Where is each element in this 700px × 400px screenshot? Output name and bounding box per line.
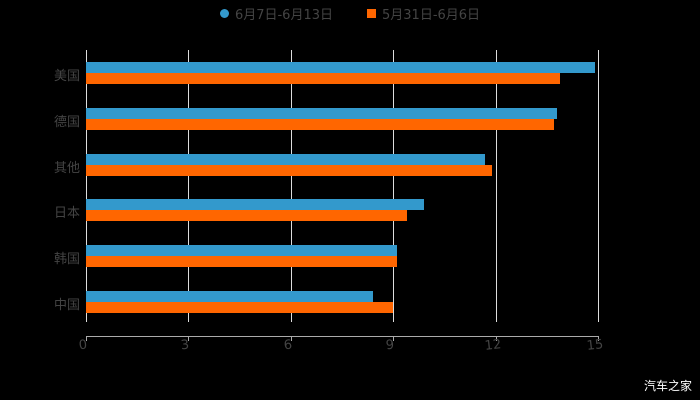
legend-item-series2[interactable]: 5月31日-6月6日: [367, 4, 481, 23]
category-label: 日本: [53, 206, 80, 222]
gridline: [188, 50, 189, 322]
x-tick-label: 15: [585, 337, 605, 354]
watermark: 汽车之家: [643, 379, 692, 393]
x-tick-label: 3: [180, 337, 190, 354]
legend-label-series2: 5月31日-6月6日: [382, 7, 481, 23]
category-label: 其他: [53, 160, 80, 176]
x-axis-line: [86, 336, 598, 337]
x-tick-label: 0: [78, 337, 88, 354]
category-label: 中国: [53, 298, 80, 313]
category-label: 美国: [53, 69, 80, 84]
x-tick: [291, 336, 292, 341]
legend-label-series1: 6月7日-6月13日: [234, 7, 333, 23]
gridline: [598, 50, 599, 322]
x-tick: [496, 336, 497, 341]
x-tick: [188, 336, 189, 341]
bar-series1[interactable]: [86, 107, 558, 119]
bar-series2[interactable]: [86, 118, 554, 130]
bar-series2[interactable]: [86, 302, 394, 313]
legend-item-series1[interactable]: 6月7日-6月13日: [219, 4, 333, 23]
bar-series1[interactable]: [86, 291, 373, 302]
x-tick: [393, 336, 394, 341]
x-tick-label: 6: [283, 337, 293, 354]
x-tick: [598, 336, 599, 341]
bar-series2[interactable]: [86, 164, 493, 176]
series1-marker-icon: [219, 8, 229, 18]
category-label: 德国: [53, 114, 80, 130]
plot-area: [86, 50, 599, 322]
bar-series2[interactable]: [86, 256, 397, 268]
gridline: [496, 50, 497, 322]
gridline: [291, 50, 292, 322]
bar-series2[interactable]: [86, 210, 407, 222]
x-tick: [86, 336, 87, 341]
bar-series1[interactable]: [86, 245, 397, 257]
bar-series2[interactable]: [86, 73, 561, 84]
legend: 6月7日-6月13日 5月31日-6月6日: [0, 4, 700, 23]
bar-series1[interactable]: [86, 153, 486, 165]
x-tick-label: 12: [483, 337, 503, 354]
gridline: [86, 50, 87, 322]
x-tick-label: 9: [385, 337, 395, 354]
category-label: 韩国: [53, 252, 80, 268]
gridline: [393, 50, 394, 322]
bar-series1[interactable]: [86, 62, 595, 73]
bar-series1[interactable]: [86, 199, 424, 211]
series2-marker-icon: [367, 8, 376, 18]
